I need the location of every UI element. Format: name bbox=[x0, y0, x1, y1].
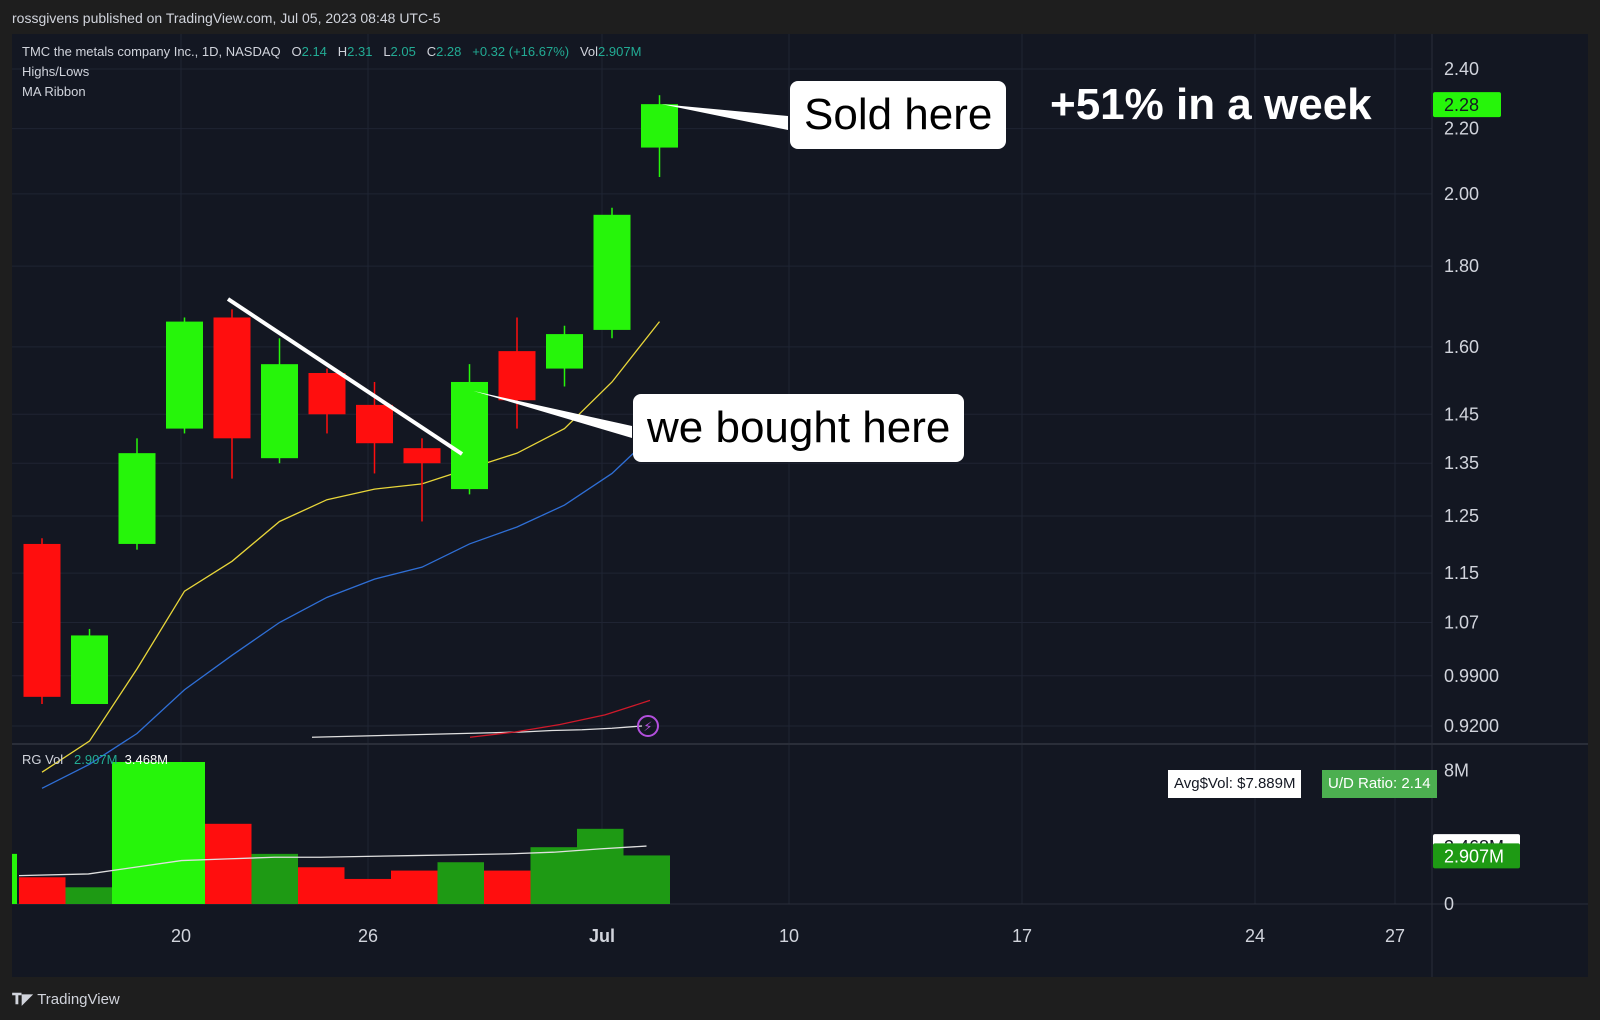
price-tick-label: 0.9900 bbox=[1444, 666, 1499, 686]
candle-body bbox=[308, 373, 346, 415]
volume-tick-label: 0 bbox=[1444, 894, 1454, 914]
tradingview-logo-text: TradingView bbox=[37, 991, 120, 1008]
volume-bar bbox=[65, 887, 112, 904]
volume-legend: RG Vol 2.907M 3.468M bbox=[22, 752, 168, 767]
candle-body bbox=[546, 334, 583, 369]
legend-vol-label: Vol bbox=[579, 44, 599, 59]
legend-change: +0.32 (+16.67%) bbox=[472, 44, 570, 59]
price-tick-label: 2.00 bbox=[1444, 184, 1479, 204]
bought-pointer bbox=[473, 391, 632, 438]
avg-dollar-volume: Avg$Vol: $7.889M bbox=[1168, 770, 1302, 798]
candle-body bbox=[166, 321, 203, 429]
ud-ratio: U/D Ratio: 2.14 bbox=[1322, 770, 1437, 798]
candle-body bbox=[356, 404, 393, 444]
bought-here-callout: we bought here bbox=[633, 394, 965, 462]
price-tick-label: 1.80 bbox=[1444, 256, 1479, 276]
volume-legend-ma-value: 3.468M bbox=[124, 752, 169, 767]
chart-frame[interactable]: 2.40 2.20 2.00 1.80 1.60 1.45 1.35 1.25 1.15 1.07… bbox=[12, 34, 1588, 977]
volume-bar bbox=[623, 855, 670, 904]
candle-body bbox=[118, 453, 156, 544]
price-tick-label: 2.40 bbox=[1444, 59, 1479, 79]
candle-body bbox=[641, 104, 678, 148]
price-tick-label: 1.07 bbox=[1444, 613, 1479, 633]
chart-canvas[interactable]: 2.40 2.20 2.00 1.80 1.60 1.45 1.35 1.25 1.15 1.07… bbox=[12, 34, 1588, 977]
lightning-glyph: ⚡ bbox=[643, 720, 652, 735]
volume-bar bbox=[298, 867, 345, 904]
price-tick-label: 2.20 bbox=[1444, 119, 1479, 139]
lightning-icon: ⚡ bbox=[637, 715, 659, 737]
ma-blue-line bbox=[41, 428, 660, 789]
last-price-badge: 2.28 bbox=[1444, 95, 1479, 115]
legend-high: 2.31 bbox=[347, 44, 373, 59]
legend-open-label: O bbox=[291, 44, 302, 59]
volume-bar bbox=[112, 762, 159, 904]
volume-ma-line bbox=[18, 845, 647, 877]
time-tick-label: 20 bbox=[171, 926, 191, 946]
legend-ohlc-row: TMC the metals company Inc., 1D, NASDAQ … bbox=[22, 42, 641, 62]
volume-last-badge-bg bbox=[1433, 843, 1520, 869]
price-tick-label: 1.60 bbox=[1444, 337, 1479, 357]
publisher-line: rossgivens published on TradingView.com,… bbox=[12, 10, 441, 26]
time-tick-label: 10 bbox=[779, 926, 799, 946]
volume-bar bbox=[530, 847, 577, 904]
lightning-circle bbox=[637, 715, 659, 737]
legend-open: 2.14 bbox=[301, 44, 327, 59]
candle-body bbox=[71, 635, 108, 705]
time-tick-label: Jul bbox=[589, 926, 615, 946]
volume-bar bbox=[158, 762, 205, 904]
ma-white-line bbox=[311, 725, 643, 738]
candle-body bbox=[213, 317, 251, 439]
chart-background bbox=[12, 34, 1588, 977]
chart-legend: TMC the metals company Inc., 1D, NASDAQ … bbox=[22, 42, 641, 102]
ma-red-line bbox=[469, 699, 651, 738]
volume-bar bbox=[484, 870, 531, 904]
candle-body bbox=[403, 448, 441, 464]
tradingview-logo[interactable]: 𝐓◤ TradingView bbox=[12, 990, 120, 1008]
volume-bar bbox=[344, 878, 391, 904]
candle-body bbox=[593, 214, 631, 330]
legend-low: 2.05 bbox=[390, 44, 416, 59]
tradingview-logo-icon: 𝐓◤ bbox=[12, 990, 34, 1008]
price-tick-label: 0.9200 bbox=[1444, 716, 1499, 736]
volume-last-badge: 2.907M bbox=[1444, 846, 1504, 866]
time-tick-label: 27 bbox=[1385, 926, 1405, 946]
sold-pointer bbox=[661, 104, 788, 130]
legend-indicator-highs-lows[interactable]: Highs/Lows bbox=[22, 64, 90, 79]
legend-close-label: C bbox=[426, 44, 437, 59]
volume-tick-label: 8M bbox=[1444, 760, 1469, 780]
volume-legend-label[interactable]: RG Vol bbox=[22, 752, 64, 767]
volume-bar bbox=[19, 877, 66, 904]
legend-symbol: TMC the metals company Inc., 1D, NASDAQ bbox=[22, 44, 281, 59]
volume-legend-value: 2.907M bbox=[74, 752, 118, 767]
candle-body bbox=[23, 543, 61, 697]
volume-bar-partial bbox=[12, 853, 17, 904]
ma-yellow-line bbox=[41, 321, 661, 773]
legend-low-label: L bbox=[383, 44, 391, 59]
volume-bar bbox=[205, 823, 252, 904]
time-tick-label: 26 bbox=[358, 926, 378, 946]
candle-body bbox=[451, 381, 488, 490]
volume-bar bbox=[391, 870, 438, 904]
volume-bar bbox=[437, 862, 484, 904]
price-tick-label: 1.45 bbox=[1444, 404, 1479, 424]
price-tick-label: 1.15 bbox=[1444, 563, 1479, 583]
last-price-badge-bg bbox=[1433, 92, 1501, 118]
time-tick-label: 24 bbox=[1245, 926, 1265, 946]
legend-indicator-ma-ribbon[interactable]: MA Ribbon bbox=[22, 84, 86, 99]
price-tick-label: 1.25 bbox=[1444, 506, 1479, 526]
candle-body bbox=[498, 351, 536, 401]
headline-annotation: +51% in a week bbox=[1050, 80, 1372, 129]
sold-here-callout: Sold here bbox=[790, 81, 1007, 149]
candle-body bbox=[261, 364, 298, 459]
volume-bar bbox=[251, 853, 298, 904]
legend-close: 2.28 bbox=[436, 44, 462, 59]
price-tick-label: 1.35 bbox=[1444, 453, 1479, 473]
volume-bar bbox=[577, 828, 624, 904]
trend-line bbox=[226, 297, 464, 456]
time-tick-label: 17 bbox=[1012, 926, 1032, 946]
legend-vol: 2.907M bbox=[598, 44, 642, 59]
legend-high-label: H bbox=[337, 44, 348, 59]
